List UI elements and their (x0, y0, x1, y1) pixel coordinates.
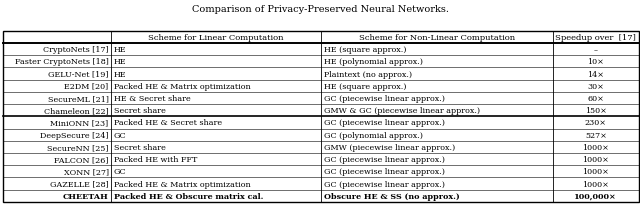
Text: 14×: 14× (588, 70, 604, 78)
Text: CHEETAH: CHEETAH (63, 192, 109, 200)
Text: GC (piecewise linear approx.): GC (piecewise linear approx.) (324, 95, 445, 103)
Text: GC (polynomial approx.): GC (polynomial approx.) (324, 131, 422, 139)
Text: DeepSecure [24]: DeepSecure [24] (40, 131, 109, 139)
Text: CryptoNets [17]: CryptoNets [17] (43, 46, 109, 54)
Text: GC (piecewise linear approx.): GC (piecewise linear approx.) (324, 167, 445, 175)
Text: Scheme for Linear Computation: Scheme for Linear Computation (148, 34, 284, 42)
Text: Obscure HE & SS (no approx.): Obscure HE & SS (no approx.) (324, 192, 460, 200)
Text: GC: GC (114, 131, 127, 139)
Text: GMW (piecewise linear approx.): GMW (piecewise linear approx.) (324, 143, 455, 151)
Text: HE: HE (114, 46, 127, 54)
Text: HE: HE (114, 70, 127, 78)
Text: HE & Secret share: HE & Secret share (114, 95, 191, 103)
Text: HE (polynomial approx.): HE (polynomial approx.) (324, 58, 422, 66)
Text: E2DM [20]: E2DM [20] (65, 82, 109, 90)
Text: GC (piecewise linear approx.): GC (piecewise linear approx.) (324, 155, 445, 163)
Text: Packed HE & Secret share: Packed HE & Secret share (114, 119, 222, 127)
Text: FALCON [26]: FALCON [26] (54, 155, 109, 163)
Text: Faster CryptoNets [18]: Faster CryptoNets [18] (15, 58, 109, 66)
Text: Secret share: Secret share (114, 107, 166, 115)
Text: Packed HE & Matrix optimization: Packed HE & Matrix optimization (114, 82, 250, 90)
Text: 1000×: 1000× (582, 167, 609, 175)
Text: Comparison of Privacy-Preserved Neural Networks.: Comparison of Privacy-Preserved Neural N… (191, 5, 449, 14)
Text: 10×: 10× (588, 58, 604, 66)
Text: Plaintext (no approx.): Plaintext (no approx.) (324, 70, 412, 78)
Text: –: – (594, 46, 598, 54)
Text: MiniONN [23]: MiniONN [23] (51, 119, 109, 127)
Text: GC: GC (114, 167, 127, 175)
Text: GELU-Net [19]: GELU-Net [19] (48, 70, 109, 78)
Text: Packed HE & Matrix optimization: Packed HE & Matrix optimization (114, 180, 250, 188)
Text: Speedup over  [17]: Speedup over [17] (556, 34, 636, 42)
Text: Packed HE & Obscure matrix cal.: Packed HE & Obscure matrix cal. (114, 192, 263, 200)
Text: 1000×: 1000× (582, 143, 609, 151)
Text: 60×: 60× (588, 95, 604, 103)
Text: 1000×: 1000× (582, 180, 609, 188)
Text: 1000×: 1000× (582, 155, 609, 163)
Text: 100,000×: 100,000× (575, 192, 617, 200)
Text: 150×: 150× (585, 107, 607, 115)
Text: HE: HE (114, 58, 127, 66)
Text: Packed HE with FFT: Packed HE with FFT (114, 155, 197, 163)
Text: HE (square approx.): HE (square approx.) (324, 46, 406, 54)
Text: 230×: 230× (585, 119, 607, 127)
Text: Scheme for Non-Linear Computation: Scheme for Non-Linear Computation (359, 34, 515, 42)
Text: HE (square approx.): HE (square approx.) (324, 82, 406, 90)
Bar (3, 32, 639, 202)
Text: GAZELLE [28]: GAZELLE [28] (50, 180, 109, 188)
Text: 527×: 527× (585, 131, 607, 139)
Text: Chameleon [22]: Chameleon [22] (44, 107, 109, 115)
Text: 30×: 30× (588, 82, 604, 90)
Text: SecureML [21]: SecureML [21] (47, 95, 109, 103)
Text: Secret share: Secret share (114, 143, 166, 151)
Text: XONN [27]: XONN [27] (63, 167, 109, 175)
Text: GC (piecewise linear approx.): GC (piecewise linear approx.) (324, 119, 445, 127)
Text: GMW & GC (piecewise linear approx.): GMW & GC (piecewise linear approx.) (324, 107, 479, 115)
Text: SecureNN [25]: SecureNN [25] (47, 143, 109, 151)
Text: GC (piecewise linear approx.): GC (piecewise linear approx.) (324, 180, 445, 188)
